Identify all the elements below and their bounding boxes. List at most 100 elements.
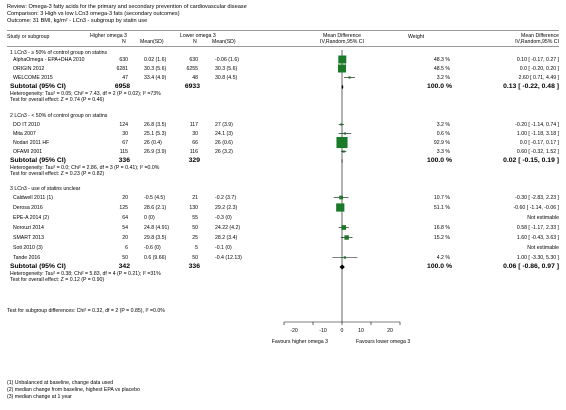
mean-higher: 25.1 (5.3) [144, 131, 167, 137]
study-name: Norouzi 2014 [13, 225, 44, 231]
mean-lower: -0.06 (1.6) [215, 57, 239, 63]
heterogeneity-text: Heterogeneity: Tau² = 0.05; Chi² = 7.43,… [10, 91, 161, 97]
subtotal-diamond [341, 158, 343, 164]
overall-effect-text: Test for overall effect: Z = 0.12 (P = 0… [10, 277, 105, 283]
weight: 0.6 % [436, 131, 450, 137]
n-higher: 20 [122, 235, 128, 241]
subtotal-n-lower: 336 [188, 263, 200, 270]
weight: 92.9 % [433, 140, 450, 146]
subgroup-test-text: Test for subgroup differences: Chi² = 0.… [7, 308, 165, 314]
subtotal-ci: 0.02 [ -0.15, 0.19 ] [503, 157, 559, 164]
col-weight: Weight [408, 34, 425, 40]
n-lower: 117 [189, 122, 198, 128]
n-lower: 630 [189, 57, 198, 63]
weight: 48.3 % [433, 57, 450, 63]
outcome-title: Outcome: 31 BMI, kg/m² - LCn3 - subgroup… [7, 18, 148, 24]
footnote: (2) median change from baseline, highest… [7, 387, 140, 393]
n-higher: 54 [122, 225, 128, 231]
mean-lower: 26 (3.2) [215, 149, 233, 155]
weight: 3.2 % [436, 122, 450, 128]
ci-text: Not estimable [527, 215, 559, 221]
ci-text: 0.10 [ -0.17, 0.27 ] [516, 57, 559, 63]
footnote: (3) median change at 1 year [7, 394, 72, 400]
n-lower: 25 [192, 235, 198, 241]
study-name: Nodari 2011 HF [13, 140, 50, 146]
mean-lower: -0.3 (0) [215, 215, 232, 221]
ci-text: -0.60 [ -1.14, -0.06 ] [513, 205, 559, 211]
ci-text: 1.00 [ -1.18, 3.18 ] [516, 131, 559, 137]
effect-marker [338, 55, 347, 64]
favours-higher-label: Favours higher omega 3 [271, 339, 328, 345]
study-name: AlphaOmega - EPA+DHA 2010 [13, 57, 85, 63]
mean-higher: 28.6 (2.1) [144, 205, 167, 211]
n-higher: 6281 [116, 66, 128, 72]
study-name: Mita 2007 [13, 131, 36, 137]
header-bottom-rule [7, 46, 559, 47]
subtotal-n-higher: 342 [118, 263, 130, 270]
effect-marker [343, 256, 347, 259]
effect-marker [337, 64, 347, 73]
ci-text: -0.30 [ -2.83, 2.23 ] [515, 195, 559, 201]
subtotal-n-higher: 6958 [114, 83, 130, 90]
mean-higher: 30.3 (5.6) [144, 66, 167, 72]
col-lower: Lower omega 3 [180, 33, 216, 39]
overall-effect-text: Test for overall effect: Z = 0.74 (P = 0… [10, 97, 105, 103]
mean-lower: 29.2 (2.3) [215, 205, 238, 211]
study-name: Derosa 2016 [13, 205, 43, 211]
effect-marker [348, 76, 351, 79]
n-lower: 55 [192, 215, 198, 221]
mean-higher: 0.02 (1.6) [144, 57, 167, 63]
subtotal-n-lower: 6933 [184, 83, 200, 90]
n-lower: 6255 [186, 66, 198, 72]
col-higher: Higher omega 3 [90, 33, 127, 39]
n-lower: 50 [192, 225, 198, 231]
study-name: Caldwell 2011 (1) [13, 195, 53, 201]
n-lower: 21 [192, 195, 198, 201]
weight: 3.3 % [436, 149, 450, 155]
n-lower: 48 [192, 75, 198, 81]
n-higher: 64 [122, 215, 128, 221]
axis-tick-label: 0 [340, 328, 344, 334]
n-higher: 50 [122, 255, 128, 261]
col-higher-mean: Mean(SD) [140, 39, 164, 45]
effect-marker [344, 235, 349, 240]
n-higher: 115 [119, 149, 128, 155]
n-lower: 5 [195, 245, 198, 251]
overall-effect-text: Test for overall effect: Z = 0.23 (P = 0… [10, 171, 105, 177]
mean-lower: 24.22 (4.2) [215, 225, 241, 231]
group-title: 3 LCn3 - use of statins unclear [10, 186, 81, 192]
mean-higher: -0.6 (0) [144, 245, 161, 251]
ci-text: 0.0 [ -0.17, 0.17 ] [519, 140, 559, 146]
mean-higher: 0.6 (9.66) [144, 255, 167, 261]
axis-tick-label: 20 [387, 328, 393, 334]
mean-higher: 24.8 (4.91) [144, 225, 170, 231]
mean-higher: 26 (0.4) [144, 140, 162, 146]
effect-marker [336, 136, 348, 149]
study-name: ORIGIN 2012 [13, 66, 45, 72]
col-lower-mean: Mean(SD) [212, 39, 236, 45]
weight: 4.2 % [436, 255, 450, 261]
review-title: Review: Omega-3 fatty acids for the prim… [7, 4, 247, 10]
heterogeneity-text: Heterogeneity: Tau² = 0.0; Chi² = 2.86, … [10, 165, 160, 171]
col-md-title: Mean Difference [323, 33, 361, 39]
col-lower-n: N [193, 39, 197, 45]
n-higher: 630 [119, 57, 128, 63]
ci-text: 2.60 [ 0.71, 4.49 ] [518, 75, 559, 81]
mean-lower: 26 (0.6) [215, 140, 233, 146]
mean-higher: 26.9 (3.9) [144, 149, 167, 155]
col-study: Study or subgroup [7, 34, 50, 40]
study-name: OFAMI 2001 [13, 149, 43, 155]
mean-higher: 0 (0) [144, 215, 155, 221]
mean-higher: 33.4 (4.9) [144, 75, 167, 81]
mean-higher: -0.5 (4.5) [144, 195, 166, 201]
footnote: (1) Unbalanced at baseline, change data … [7, 380, 114, 386]
study-name: DO IT 2010 [13, 122, 40, 128]
n-lower: 66 [192, 140, 198, 146]
effect-marker [340, 123, 343, 126]
subtotal-n-higher: 336 [118, 157, 130, 164]
ci-text: 0.0 [ -0.20, 0.20 ] [519, 66, 559, 72]
n-lower: 30 [192, 131, 198, 137]
ci-text: 1.60 [ -0.43, 3.63 ] [516, 235, 559, 241]
header-top-rule [7, 30, 559, 31]
